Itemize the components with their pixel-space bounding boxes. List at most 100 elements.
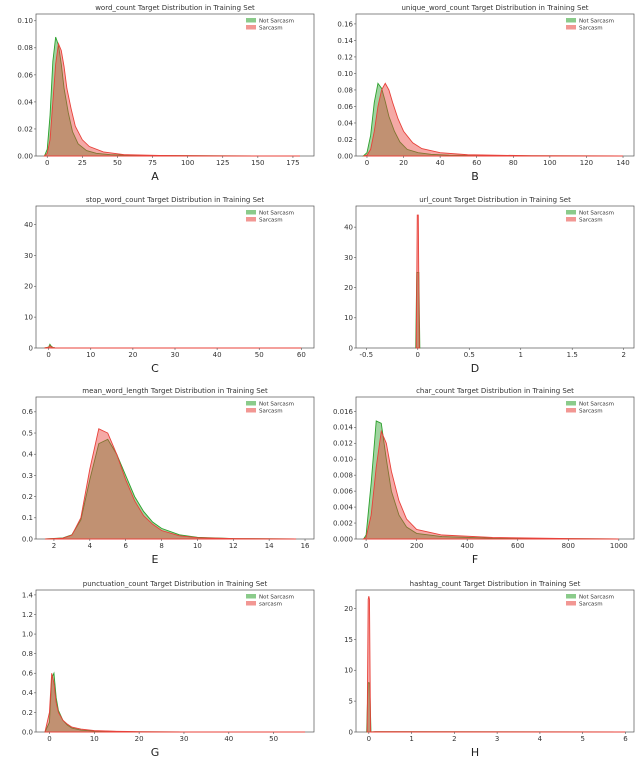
- y-tick-label: 0.6: [22, 670, 34, 678]
- x-tick-label: 600: [511, 542, 524, 550]
- y-tick-label: 0.4: [22, 689, 34, 697]
- x-tick-label: 150: [251, 159, 264, 167]
- panel-letter: G: [151, 746, 160, 759]
- legend-label: Sarcasm: [579, 217, 603, 223]
- panel-letter: D: [471, 362, 479, 375]
- chart-svg: mean_word_length Target Distribution in …: [22, 387, 315, 566]
- y-tick-label: 0.000: [333, 535, 353, 543]
- x-tick-label: 0: [365, 159, 369, 167]
- panel-letter: B: [471, 170, 479, 183]
- x-tick-label: 125: [216, 159, 229, 167]
- x-tick-label: 0.5: [464, 351, 475, 359]
- y-tick-label: 0.10: [337, 70, 353, 78]
- series-area-sarcasm: [44, 673, 306, 733]
- legend-label: Not Sarcasm: [579, 594, 614, 600]
- legend-swatch: [566, 25, 576, 30]
- x-tick-label: 2: [52, 542, 56, 550]
- x-tick-label: 140: [616, 159, 629, 167]
- y-tick-label: 0.14: [337, 37, 353, 45]
- y-tick-label: 0.6: [22, 408, 34, 416]
- legend-swatch: [566, 401, 576, 406]
- x-tick-label: 100: [181, 159, 194, 167]
- y-tick-label: 0.5: [22, 429, 33, 437]
- y-tick-label: 0.04: [337, 119, 353, 127]
- y-tick-label: 0.0: [22, 535, 33, 543]
- panel-letter: C: [151, 362, 159, 375]
- x-tick-label: 800: [562, 542, 575, 550]
- legend-swatch: [566, 408, 576, 413]
- legend-label: Not Sarcasm: [259, 18, 294, 24]
- y-tick-label: 0.06: [17, 71, 33, 79]
- chart-panel-h: hashtag_count Target Distribution in Tra…: [320, 576, 640, 769]
- x-tick-label: 10: [86, 351, 95, 359]
- panel-letter: H: [471, 746, 479, 759]
- panel-letter: A: [151, 170, 159, 183]
- legend-swatch: [246, 18, 256, 23]
- x-tick-label: 80: [509, 159, 518, 167]
- series-area-sarcasm: [362, 429, 619, 540]
- x-tick-label: 50: [269, 735, 278, 743]
- chart-panel-f: char_count Target Distribution in Traini…: [320, 383, 640, 576]
- x-tick-label: 0: [45, 159, 49, 167]
- legend-swatch: [246, 594, 256, 599]
- plot-frame: [35, 205, 315, 349]
- y-tick-label: 0.16: [337, 20, 353, 28]
- x-tick-label: 6: [623, 735, 628, 743]
- y-tick-label: 10: [344, 667, 353, 675]
- y-tick-label: 0: [349, 728, 353, 736]
- x-tick-label: 0: [47, 735, 51, 743]
- x-tick-label: 20: [135, 735, 144, 743]
- chart-panel-a: word_count Target Distribution in Traini…: [0, 0, 320, 193]
- y-tick-label: 0.08: [337, 86, 353, 94]
- legend-label: Sarcasm: [259, 217, 283, 223]
- y-tick-label: 0.10: [17, 17, 33, 25]
- x-tick-label: -0.5: [359, 351, 373, 359]
- chart-title: stop_word_count Target Distribution in T…: [86, 196, 264, 204]
- series-area-sarcasm: [366, 596, 626, 733]
- series-area-sarcasm: [44, 428, 297, 540]
- series-area-sarcasm: [44, 344, 302, 349]
- chart-panel-b: unique_word_count Target Distribution in…: [320, 0, 640, 193]
- chart-svg: hashtag_count Target Distribution in Tra…: [344, 580, 635, 759]
- legend-label: Sarcasm: [259, 408, 283, 414]
- x-tick-label: 40: [436, 159, 445, 167]
- chart-panel-c: stop_word_count Target Distribution in T…: [0, 192, 320, 385]
- y-tick-label: 10: [344, 314, 353, 322]
- x-tick-label: 0: [367, 735, 371, 743]
- legend-label: Sarcasm: [259, 25, 283, 31]
- x-tick-label: 100: [543, 159, 556, 167]
- plot-frame: [355, 13, 635, 157]
- plot-frame: [35, 13, 315, 157]
- y-tick-label: 0.04: [17, 98, 33, 106]
- y-tick-label: 0.006: [333, 488, 354, 496]
- legend-label: Not Sarcasm: [579, 401, 614, 407]
- y-tick-label: 0.4: [22, 451, 34, 459]
- legend-label: Sarcasm: [579, 601, 603, 607]
- chart-title: url_count Target Distribution in Trainin…: [419, 196, 571, 204]
- x-tick-label: 120: [580, 159, 593, 167]
- x-tick-label: 20: [399, 159, 408, 167]
- y-tick-label: 0.2: [22, 493, 33, 501]
- y-tick-label: 0: [349, 344, 353, 352]
- y-tick-label: 0.016: [333, 408, 354, 416]
- x-tick-label: 10: [90, 735, 99, 743]
- y-tick-label: 0.06: [337, 103, 353, 111]
- x-tick-label: 50: [255, 351, 264, 359]
- panel-letter: E: [152, 553, 159, 566]
- legend-swatch: [566, 217, 576, 222]
- y-tick-label: 0.2: [22, 709, 33, 717]
- chart-title: unique_word_count Target Distribution in…: [401, 4, 588, 12]
- chart-title: char_count Target Distribution in Traini…: [416, 387, 574, 395]
- x-tick-label: 3: [495, 735, 499, 743]
- x-tick-label: 2: [452, 735, 456, 743]
- x-tick-label: 0: [364, 542, 368, 550]
- legend-swatch: [246, 25, 256, 30]
- y-tick-label: 0: [29, 344, 33, 352]
- x-tick-label: 12: [229, 542, 238, 550]
- legend-swatch: [566, 18, 576, 23]
- y-tick-label: 0.014: [333, 424, 354, 432]
- y-tick-label: 0.3: [22, 472, 33, 480]
- y-tick-label: 15: [344, 636, 353, 644]
- y-tick-label: 30: [344, 254, 353, 262]
- y-tick-label: 0.010: [333, 456, 353, 464]
